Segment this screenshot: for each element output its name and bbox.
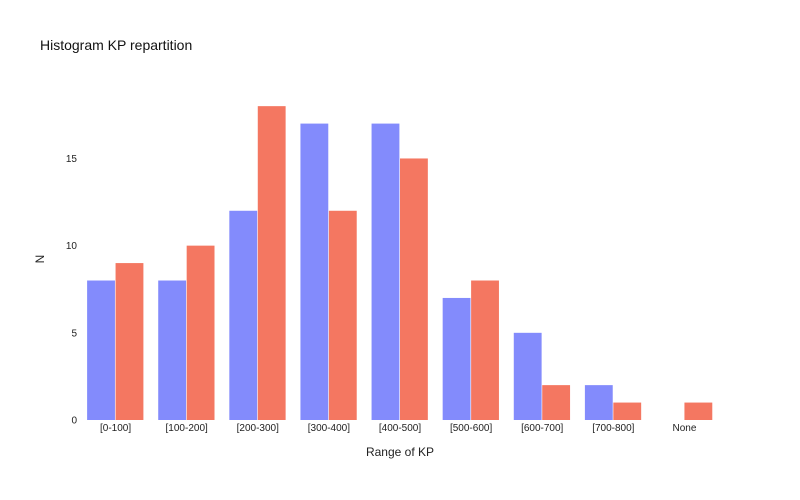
bar-series1-0 [87, 280, 115, 420]
x-tick-label: [700-800] [592, 423, 634, 434]
bar-series2-8 [684, 402, 713, 420]
bar-series2-7 [613, 402, 642, 420]
x-axis-label: Range of KP [366, 445, 434, 459]
bar-series1-6 [513, 332, 542, 420]
x-tick-label: [200-300] [237, 423, 279, 434]
bar-series1-7 [584, 385, 613, 420]
x-axis-ticks: [0-100] [100-200] [200-300] [300-400] [400-5… [100, 423, 697, 434]
y-axis-ticks: 0 5 10 15 [66, 154, 78, 427]
x-tick-label: [100-200] [166, 423, 208, 434]
x-tick-label: [600-700] [521, 423, 563, 434]
bar-series1-1 [158, 280, 187, 420]
x-tick-label: None [672, 423, 696, 434]
bars-layer [87, 106, 713, 421]
x-tick-label: [500-600] [450, 423, 492, 434]
y-tick-label: 0 [71, 416, 77, 427]
y-tick-label: 10 [66, 241, 78, 252]
x-tick-label: [300-400] [308, 423, 350, 434]
y-tick-label: 5 [71, 328, 77, 339]
bar-series1-5 [442, 297, 471, 420]
chart-title: Histogram KP repartition [40, 37, 192, 53]
bar-series1-4 [371, 123, 400, 420]
x-tick-label: [400-500] [379, 423, 421, 434]
bar-series2-0 [115, 263, 144, 420]
bar-series2-5 [471, 280, 499, 420]
bar-series2-4 [400, 158, 428, 420]
x-tick-label: [0-100] [100, 423, 131, 434]
y-tick-label: 15 [66, 154, 78, 165]
bar-series2-6 [542, 385, 571, 420]
bar-series2-2 [257, 106, 286, 421]
bar-series2-1 [186, 245, 215, 420]
bar-series2-3 [328, 210, 357, 420]
y-axis-label: N [33, 255, 47, 264]
bar-series1-3 [300, 123, 329, 420]
bar-series1-2 [229, 210, 258, 420]
